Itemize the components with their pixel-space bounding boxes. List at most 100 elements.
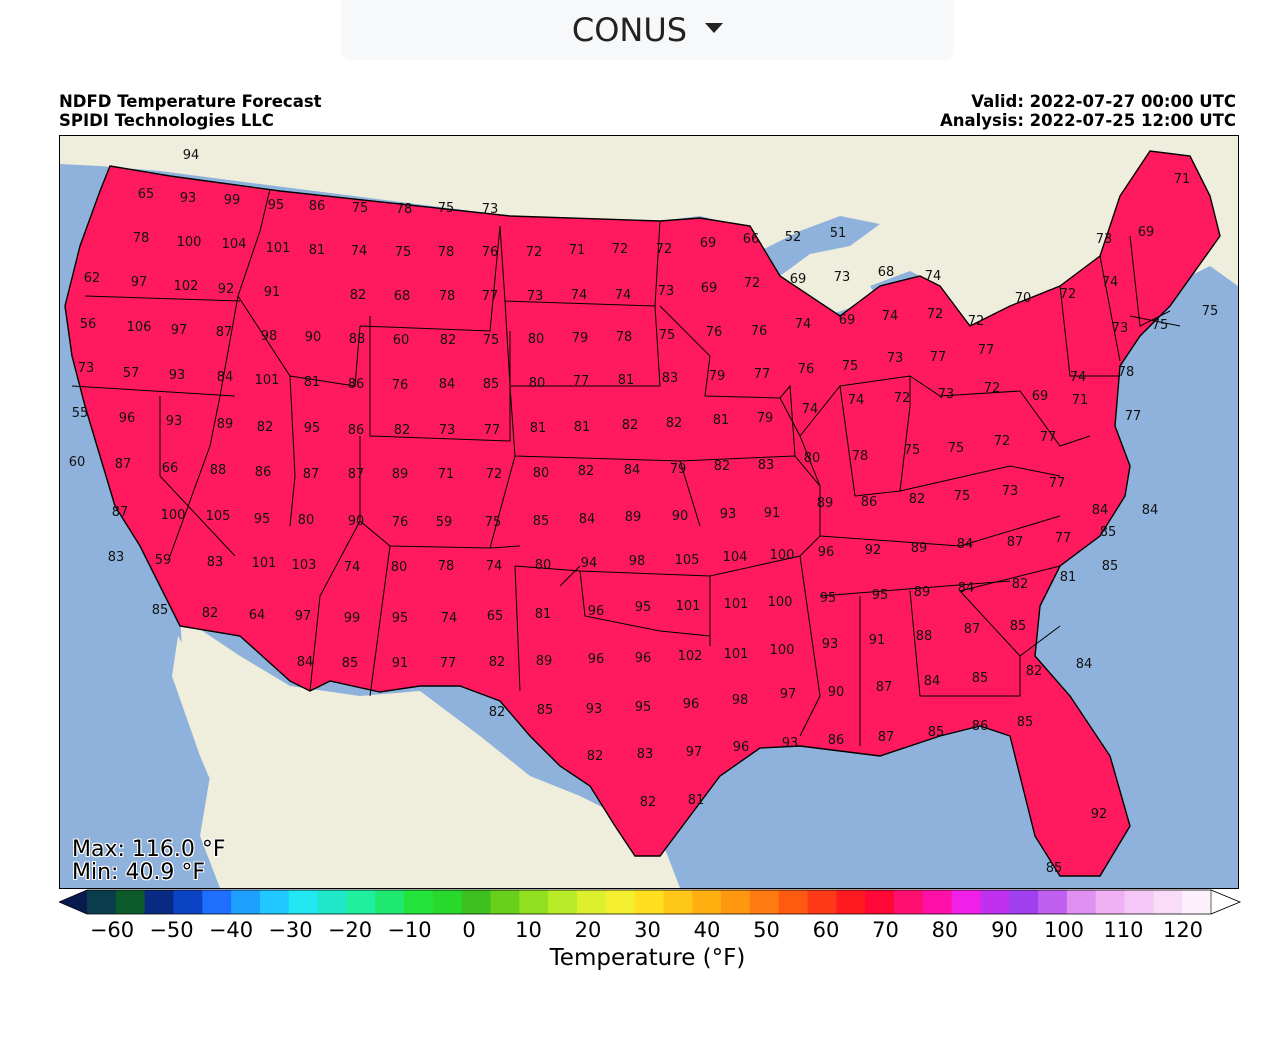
station-temp-label: 81 xyxy=(688,793,705,808)
station-temp-label: 93 xyxy=(166,414,183,429)
colorbar-tick-label: −10 xyxy=(387,918,432,942)
temperature-colorbar xyxy=(59,889,1241,915)
station-temp-label: 93 xyxy=(169,368,186,383)
colorbar-tick-label: −20 xyxy=(327,918,373,942)
station-temp-label: 52 xyxy=(785,230,802,245)
station-temp-label: 81 xyxy=(535,607,552,622)
station-temp-label: 72 xyxy=(612,242,629,257)
station-temp-label: 77 xyxy=(1040,430,1057,445)
station-temp-label: 102 xyxy=(174,279,199,294)
station-temp-label: 73 xyxy=(887,351,904,366)
station-temp-label: 100 xyxy=(177,235,202,250)
station-temp-label: 73 xyxy=(439,423,456,438)
station-temp-label: 82 xyxy=(909,492,926,507)
station-temp-label: 84 xyxy=(1092,503,1109,518)
station-temp-label: 76 xyxy=(482,245,499,260)
station-temp-label: 64 xyxy=(249,608,266,623)
station-temp-label: 85 xyxy=(1046,861,1063,876)
station-temp-label: 75 xyxy=(1152,318,1169,333)
station-temp-label: 75 xyxy=(438,201,455,216)
station-temp-label: 95 xyxy=(392,611,409,626)
station-temp-label: 82 xyxy=(587,749,604,764)
colorbar-cell xyxy=(288,890,319,914)
station-temp-label: 95 xyxy=(820,591,837,606)
station-temp-label: 60 xyxy=(69,455,86,470)
station-temp-label: 86 xyxy=(861,495,878,510)
station-temp-label: 87 xyxy=(876,680,893,695)
station-temp-label: 81 xyxy=(530,421,547,436)
baja-land xyxy=(172,636,280,888)
station-temp-label: 91 xyxy=(869,633,886,648)
station-temp-label: 74 xyxy=(351,244,368,259)
colorbar-tick-label: 30 xyxy=(634,918,661,942)
station-temp-label: 90 xyxy=(828,685,845,700)
station-temp-label: 71 xyxy=(438,467,455,482)
station-temp-label: 76 xyxy=(751,324,768,339)
station-temp-label: 84 xyxy=(624,463,641,478)
station-temp-label: 86 xyxy=(828,733,845,748)
station-temp-label: 59 xyxy=(155,553,172,568)
station-temp-label: 85 xyxy=(537,703,554,718)
station-temp-label: 101 xyxy=(266,241,291,256)
station-temp-label: 78 xyxy=(438,559,455,574)
station-temp-label: 101 xyxy=(255,373,280,388)
station-temp-label: 77 xyxy=(482,289,499,304)
station-temp-label: 85 xyxy=(1010,619,1027,634)
station-temp-label: 75 xyxy=(485,515,502,530)
colorbar-cell xyxy=(980,890,1010,914)
station-temp-label: 93 xyxy=(822,637,839,652)
station-temp-label: 98 xyxy=(732,693,749,708)
colorbar-cell xyxy=(1038,890,1068,914)
station-temp-label: 89 xyxy=(625,510,642,525)
station-temp-label: 73 xyxy=(1002,484,1019,499)
map-header-left: NDFD Temperature Forecast SPIDI Technolo… xyxy=(59,92,322,130)
station-temp-label: 87 xyxy=(216,325,233,340)
station-temp-label: 76 xyxy=(706,325,723,340)
station-temp-label: 84 xyxy=(957,537,974,552)
station-temp-label: 84 xyxy=(1142,503,1159,518)
station-temp-label: 72 xyxy=(486,467,503,482)
station-temp-label: 104 xyxy=(723,550,748,565)
station-temp-label: 100 xyxy=(161,508,186,523)
station-temp-label: 87 xyxy=(1007,535,1024,550)
station-temp-label: 85 xyxy=(972,671,989,686)
colorbar-tick-label: 110 xyxy=(1103,918,1144,942)
station-temp-label: 79 xyxy=(757,411,774,426)
station-temp-label: 96 xyxy=(733,740,750,755)
station-temp-label: 78 xyxy=(438,245,455,260)
station-temp-label: 93 xyxy=(180,191,197,206)
station-temp-label: 93 xyxy=(586,702,603,717)
station-temp-label: 74 xyxy=(1070,370,1087,385)
colorbar-cell xyxy=(1153,890,1183,914)
station-temp-label: 82 xyxy=(440,333,457,348)
colorbar-cell xyxy=(1009,890,1039,914)
station-temp-label: 84 xyxy=(924,674,941,689)
colorbar-tick-label: −30 xyxy=(268,918,313,942)
station-temp-label: 88 xyxy=(916,629,933,644)
temperature-map[interactable]: 94 65 93 99 95 86 75 78 75 73 78 100 104 101 81 74 75 78 7… xyxy=(59,135,1239,889)
station-temp-label: 72 xyxy=(656,242,673,257)
colorbar-cell xyxy=(404,890,434,914)
station-temp-label: 75 xyxy=(659,328,676,343)
max-temperature: Max: 116.0 °F xyxy=(72,837,226,862)
station-temp-label: 69 xyxy=(701,281,718,296)
colorbar-cell xyxy=(202,890,232,914)
map-canvas: 94 65 93 99 95 86 75 78 75 73 78 100 104 101 81 74 75 78 7… xyxy=(60,136,1238,888)
station-temp-label: 89 xyxy=(914,585,931,600)
station-temp-label: 77 xyxy=(440,656,457,671)
station-temp-label: 89 xyxy=(911,541,928,556)
station-temp-label: 81 xyxy=(618,373,635,388)
station-temp-label: 82 xyxy=(394,423,411,438)
station-temp-label: 83 xyxy=(60,136,68,140)
colorbar-tick-label: 60 xyxy=(812,918,840,942)
station-temp-label: 83 xyxy=(758,458,775,473)
colorbar-tick-label: 50 xyxy=(753,918,780,942)
station-temp-label: 78 xyxy=(396,202,413,217)
station-temp-label: 74 xyxy=(1102,275,1119,290)
region-select[interactable]: CONUS xyxy=(341,0,954,60)
station-temp-label: 72 xyxy=(894,391,911,406)
station-temp-label: 82 xyxy=(578,464,595,479)
station-temp-label: 86 xyxy=(348,423,365,438)
station-temp-label: 75 xyxy=(904,443,921,458)
station-temp-label: 81 xyxy=(574,420,591,435)
